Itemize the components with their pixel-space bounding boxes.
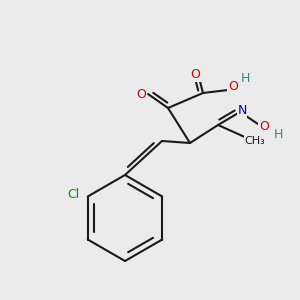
- Text: O: O: [136, 88, 146, 100]
- Text: H: H: [273, 128, 283, 140]
- Text: CH₃: CH₃: [244, 136, 266, 146]
- Text: Cl: Cl: [68, 188, 80, 201]
- Text: H: H: [240, 71, 250, 85]
- Text: O: O: [190, 68, 200, 82]
- Text: O: O: [259, 119, 269, 133]
- Text: O: O: [228, 80, 238, 94]
- Text: N: N: [237, 104, 247, 118]
